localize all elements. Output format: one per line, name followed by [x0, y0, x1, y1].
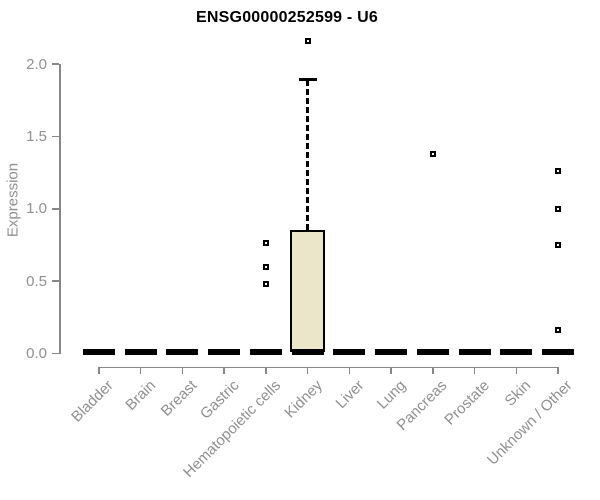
- x-tick-label-text: Breast: [157, 377, 201, 420]
- whisker-cap: [298, 78, 317, 82]
- x-axis-tick: [515, 366, 518, 374]
- outlier-point: [555, 168, 561, 175]
- y-tick-label: 1.5: [26, 127, 47, 145]
- x-tick-label-text: Skin: [501, 377, 535, 410]
- median-bar: [458, 349, 491, 355]
- x-axis-tick: [557, 366, 559, 374]
- median-bar: [83, 349, 115, 355]
- median-bar: [124, 349, 157, 355]
- outlier-point: [262, 263, 269, 270]
- outlier-point: [555, 241, 561, 248]
- y-axis-tick: [52, 208, 59, 210]
- x-tick-label-text: Bladder: [68, 377, 118, 426]
- outlier-point: [262, 240, 269, 247]
- median-bar: [166, 349, 199, 355]
- median-bar: [208, 349, 241, 355]
- x-tick-label-text: Prostate: [441, 377, 493, 429]
- y-axis-tick: [52, 135, 59, 138]
- y-axis-tick: [52, 63, 59, 65]
- chart-title: ENSG00000252599 - U6: [196, 9, 378, 26]
- outlier-point: [262, 281, 269, 288]
- outlier-point: [429, 150, 436, 157]
- x-axis-line: [99, 366, 559, 368]
- median-bar: [542, 349, 574, 355]
- y-axis-tick: [52, 352, 59, 355]
- x-tick-label-text: Kidney: [281, 377, 326, 422]
- x-axis-tick: [432, 366, 434, 374]
- y-tick-label: 0.0: [26, 345, 47, 362]
- x-axis-tick: [473, 366, 476, 374]
- x-axis-tick: [223, 366, 225, 374]
- median-bar: [500, 349, 533, 355]
- outlier-point: [555, 205, 561, 212]
- x-tick-label-text: Brain: [121, 377, 159, 414]
- y-tick-label: 0.5: [26, 272, 47, 290]
- x-axis-tick: [306, 366, 309, 374]
- median-bar: [416, 349, 449, 355]
- median-bar: [249, 349, 282, 355]
- x-tick-label-text: Liver: [332, 377, 368, 413]
- x-axis-tick: [98, 366, 100, 374]
- y-tick-label: 2.0: [26, 55, 47, 73]
- median-bar: [291, 349, 324, 355]
- y-axis-line: [59, 64, 61, 354]
- outlier-point: [555, 327, 561, 334]
- x-tick-label-text: Lung: [373, 377, 410, 413]
- x-axis-tick: [139, 366, 142, 374]
- median-bar: [375, 349, 408, 355]
- x-axis-tick: [390, 366, 392, 374]
- x-axis-tick: [181, 366, 184, 374]
- x-axis-tick: [348, 366, 351, 374]
- x-axis-tick: [265, 366, 267, 374]
- median-bar: [333, 349, 366, 355]
- y-axis-tick: [52, 280, 59, 282]
- whisker-line: [306, 79, 310, 231]
- outlier-point: [304, 37, 311, 44]
- box-iqr: [290, 230, 326, 353]
- y-tick-label: 1.0: [26, 200, 47, 218]
